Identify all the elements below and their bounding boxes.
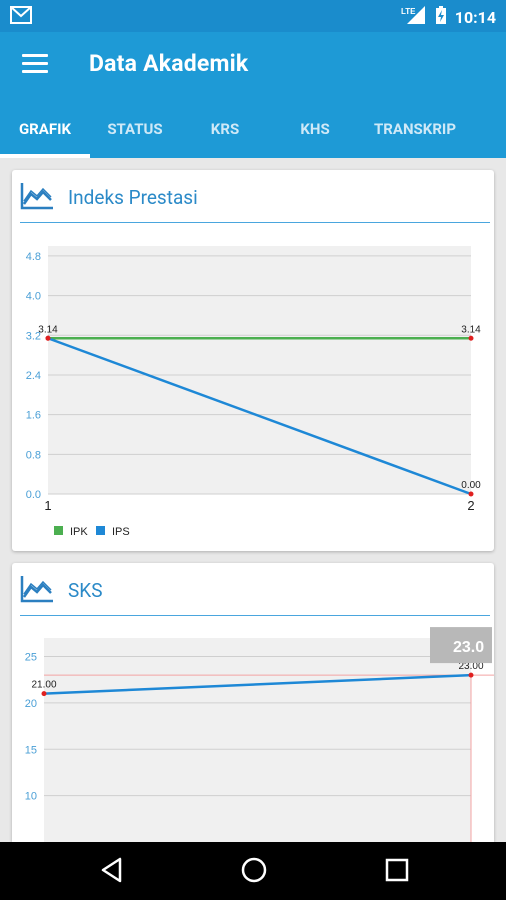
svg-text:LTE: LTE [401,7,416,16]
clock: 10:14 [454,7,496,27]
tab-label: KRS [210,120,240,138]
data-label: 23.00 [458,661,483,672]
page-title: Data Akademik [89,50,249,77]
data-label: 21.00 [31,680,56,691]
y-tick-label: 20 [25,698,37,710]
series-line-sks [43,673,472,695]
y-tick-label: 15 [25,744,37,756]
card-title: SKS [68,579,103,602]
data-label: 3.14 [461,324,481,335]
y-tick-label: 0.8 [26,449,41,461]
y-tick-label: 1.6 [26,410,41,422]
y-tick-label: 4.0 [26,291,41,303]
highlight-marker-box [430,627,492,664]
line-chart-icon [20,182,54,214]
indeks-prestasi-card: Indeks Prestasi 0.0 0.8 1.6 2.4 3.2 4.0 4.8 1 2 3… [12,170,494,551]
y-tick-label: 10 [25,791,37,803]
app-bar: Data Akademik [0,32,506,100]
sks-card: SKS 10 15 20 25 21.00 23.00 23.0 [12,563,494,842]
y-tick-label: 4.8 [26,251,41,263]
data-point [468,335,474,341]
data-label: 0.00 [461,480,481,491]
legend-swatch [54,526,63,535]
status-bar: LTE 10:14 [0,0,506,32]
tab-grafik[interactable]: GRAFIK [0,100,90,158]
data-point [45,335,51,341]
data-point [468,491,474,497]
data-point [468,672,474,678]
line-chart-icon [20,575,54,607]
back-icon[interactable] [100,856,124,888]
sks-chart: 10 15 20 25 21.00 23.00 23.0 [25,627,494,842]
highlight-marker-label: 23.0 [453,639,484,656]
tab-khs[interactable]: KHS [270,100,360,158]
x-tick-label: 1 [44,498,51,513]
battery-charging-icon [435,5,447,29]
tab-bar: GRAFIK STATUS KRS KHS TRANSKRIP [0,100,506,158]
legend-label: IPK [70,526,88,538]
y-tick-label: 3.2 [26,330,41,342]
plot-background [44,638,471,842]
tab-label: STATUS [107,120,163,138]
card-header: SKS [20,575,490,616]
card-title: Indeks Prestasi [68,186,198,209]
y-tick-label: 25 [25,652,37,664]
home-icon[interactable] [240,856,268,888]
y-tick-label: 0.0 [26,489,41,501]
tab-label: TRANSKRIP [373,120,456,138]
tab-status[interactable]: STATUS [90,100,180,158]
lte-signal-icon: LTE [401,5,427,29]
menu-icon[interactable] [22,54,48,76]
recents-icon[interactable] [384,856,410,888]
tab-label: KHS [300,120,330,138]
tab-label: GRAFIK [18,120,72,138]
data-label: 3.14 [38,324,58,335]
indeks-prestasi-chart: 0.0 0.8 1.6 2.4 3.2 4.0 4.8 1 2 3.14 3.14 0.00 IPK IP… [26,246,481,538]
x-tick-label: 2 [467,498,474,513]
y-tick-label: 2.4 [26,370,41,382]
gmail-notification-icon [10,6,32,28]
legend-swatch [96,526,105,535]
navigation-bar [0,842,506,900]
tab-transkrip[interactable]: TRANSKRIP [360,100,470,158]
data-point [41,691,47,697]
plot-background [48,246,471,494]
card-header: Indeks Prestasi [20,182,490,223]
legend-label: IPS [112,526,130,538]
series-line-ips [47,337,472,496]
tab-krs[interactable]: KRS [180,100,270,158]
